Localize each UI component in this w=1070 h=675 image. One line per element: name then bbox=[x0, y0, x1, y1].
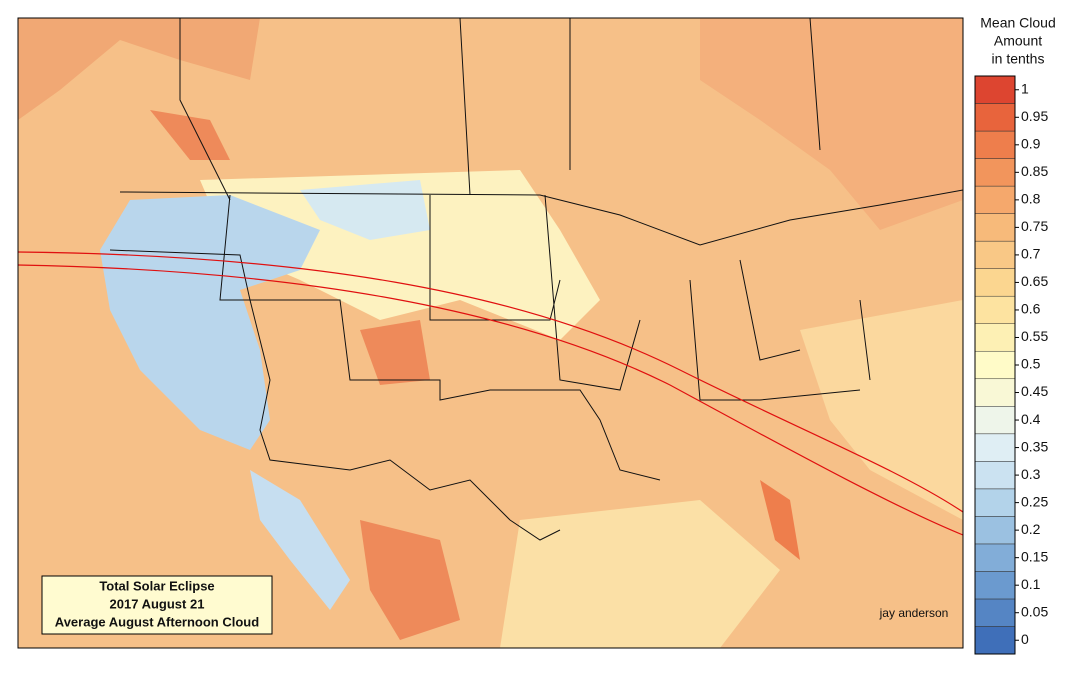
legend-tick-label: 0.65 bbox=[1021, 273, 1048, 289]
cloud-region bbox=[200, 170, 600, 340]
cloud-region bbox=[100, 195, 320, 450]
legend-swatch bbox=[974, 350, 1016, 380]
legend-title: Mean Cloud bbox=[980, 15, 1056, 31]
legend-tick-label: 0.1 bbox=[1021, 576, 1041, 592]
legend-tick-label: 0.45 bbox=[1021, 383, 1048, 399]
title-box-frame bbox=[41, 575, 273, 635]
legend-frame bbox=[974, 75, 1016, 655]
legend-tick-label: 0.25 bbox=[1021, 493, 1048, 509]
legend-swatch bbox=[974, 240, 1016, 269]
legend-tick-label: 0.75 bbox=[1021, 218, 1048, 234]
cloud-region bbox=[300, 180, 430, 240]
cloud-region bbox=[360, 320, 430, 385]
title-line: Average August Afternoon Cloud bbox=[55, 614, 259, 629]
eclipse-path bbox=[17, 251, 964, 536]
legend-swatch bbox=[974, 295, 1016, 324]
legend-tick-label: 0 bbox=[1021, 631, 1029, 647]
cloud-region bbox=[800, 300, 963, 520]
legend-swatch bbox=[974, 213, 1016, 242]
legend-tick-label: 0.85 bbox=[1021, 163, 1048, 179]
legend-tick-label: 0.4 bbox=[1021, 411, 1041, 427]
legend-tick-label: 0.95 bbox=[1021, 108, 1048, 124]
legend-swatch bbox=[974, 571, 1016, 600]
legend-tick-label: 0.15 bbox=[1021, 548, 1048, 564]
legend-swatch bbox=[974, 461, 1016, 490]
cloud-region bbox=[18, 18, 260, 120]
cloud-region bbox=[500, 500, 780, 648]
cloud-region bbox=[760, 480, 800, 560]
cloud-region bbox=[150, 110, 230, 160]
legend-swatch bbox=[974, 130, 1016, 159]
cloud-region bbox=[250, 470, 350, 610]
legend-title: Amount bbox=[994, 33, 1042, 49]
legend-tick-label: 1 bbox=[1021, 80, 1029, 96]
legend-tick-label: 0.05 bbox=[1021, 603, 1048, 619]
title-box: Total Solar Eclipse 2017 August 21 Avera… bbox=[41, 575, 273, 635]
legend-tick-label: 0.7 bbox=[1021, 246, 1041, 262]
legend-swatch bbox=[974, 268, 1016, 297]
legend-tick-label: 0.3 bbox=[1021, 466, 1041, 482]
legend-swatch bbox=[974, 433, 1016, 462]
title-line: Total Solar Eclipse bbox=[99, 578, 214, 593]
legend-swatch bbox=[974, 158, 1016, 187]
legend-swatch bbox=[974, 103, 1016, 132]
legend-tick-label: 0.35 bbox=[1021, 438, 1048, 454]
legend-swatch bbox=[974, 378, 1016, 407]
legend-swatch bbox=[974, 488, 1016, 517]
legend-tick-label: 0.55 bbox=[1021, 328, 1048, 344]
map-frame bbox=[17, 17, 964, 649]
legend-title: in tenths bbox=[992, 51, 1045, 67]
legend-swatch bbox=[974, 626, 1016, 655]
credit: jay anderson bbox=[879, 606, 949, 620]
cloud-region bbox=[700, 18, 963, 230]
cloud-region bbox=[360, 520, 460, 640]
title-line: 2017 August 21 bbox=[110, 596, 205, 611]
legend-tick-label: 0.5 bbox=[1021, 356, 1041, 372]
legend-tick-label: 0.9 bbox=[1021, 136, 1041, 152]
legend-tick-label: 0.2 bbox=[1021, 521, 1041, 537]
map: Total Solar Eclipse 2017 August 21 Avera… bbox=[17, 17, 964, 649]
legend-tick-label: 0.6 bbox=[1021, 301, 1041, 317]
borders bbox=[109, 17, 964, 541]
legend-swatch bbox=[974, 185, 1016, 214]
legend-swatch bbox=[974, 323, 1016, 352]
legend-swatch bbox=[974, 598, 1016, 627]
legend: Mean Cloud Amount in tenths 0 0.05 0.1 0.15… bbox=[974, 15, 1056, 655]
legend-swatch bbox=[974, 516, 1016, 545]
legend-swatch bbox=[974, 75, 1016, 104]
legend-swatch bbox=[974, 406, 1016, 435]
legend-swatch bbox=[974, 543, 1016, 572]
legend-tick-label: 0.8 bbox=[1021, 191, 1041, 207]
